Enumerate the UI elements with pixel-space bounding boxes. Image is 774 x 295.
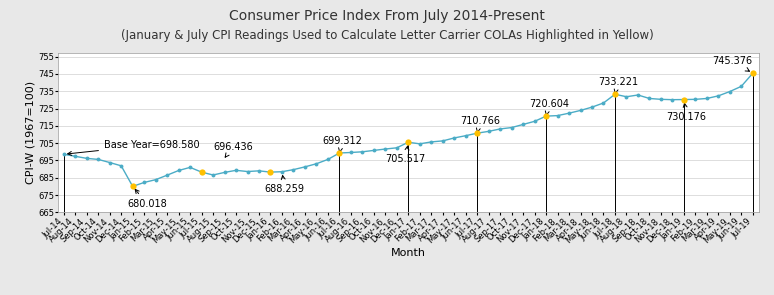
Text: 720.604: 720.604 [529, 99, 569, 115]
Text: 688.259: 688.259 [265, 176, 305, 194]
Text: 699.312: 699.312 [322, 136, 362, 152]
Text: 680.018: 680.018 [127, 189, 166, 209]
Text: 705.517: 705.517 [385, 146, 426, 164]
Y-axis label: CPI-W (1967=100): CPI-W (1967=100) [25, 81, 35, 184]
Text: 733.221: 733.221 [598, 77, 638, 93]
Text: 730.176: 730.176 [666, 103, 707, 122]
Text: Base Year=698.580: Base Year=698.580 [67, 140, 200, 155]
Text: Consumer Price Index From July 2014-Present: Consumer Price Index From July 2014-Pres… [229, 9, 545, 23]
Text: 745.376: 745.376 [713, 56, 752, 71]
Text: (January & July CPI Readings Used to Calculate Letter Carrier COLAs Highlighted : (January & July CPI Readings Used to Cal… [121, 30, 653, 42]
Text: 710.766: 710.766 [460, 116, 500, 132]
Text: 696.436: 696.436 [213, 142, 253, 157]
X-axis label: Month: Month [391, 248, 426, 258]
